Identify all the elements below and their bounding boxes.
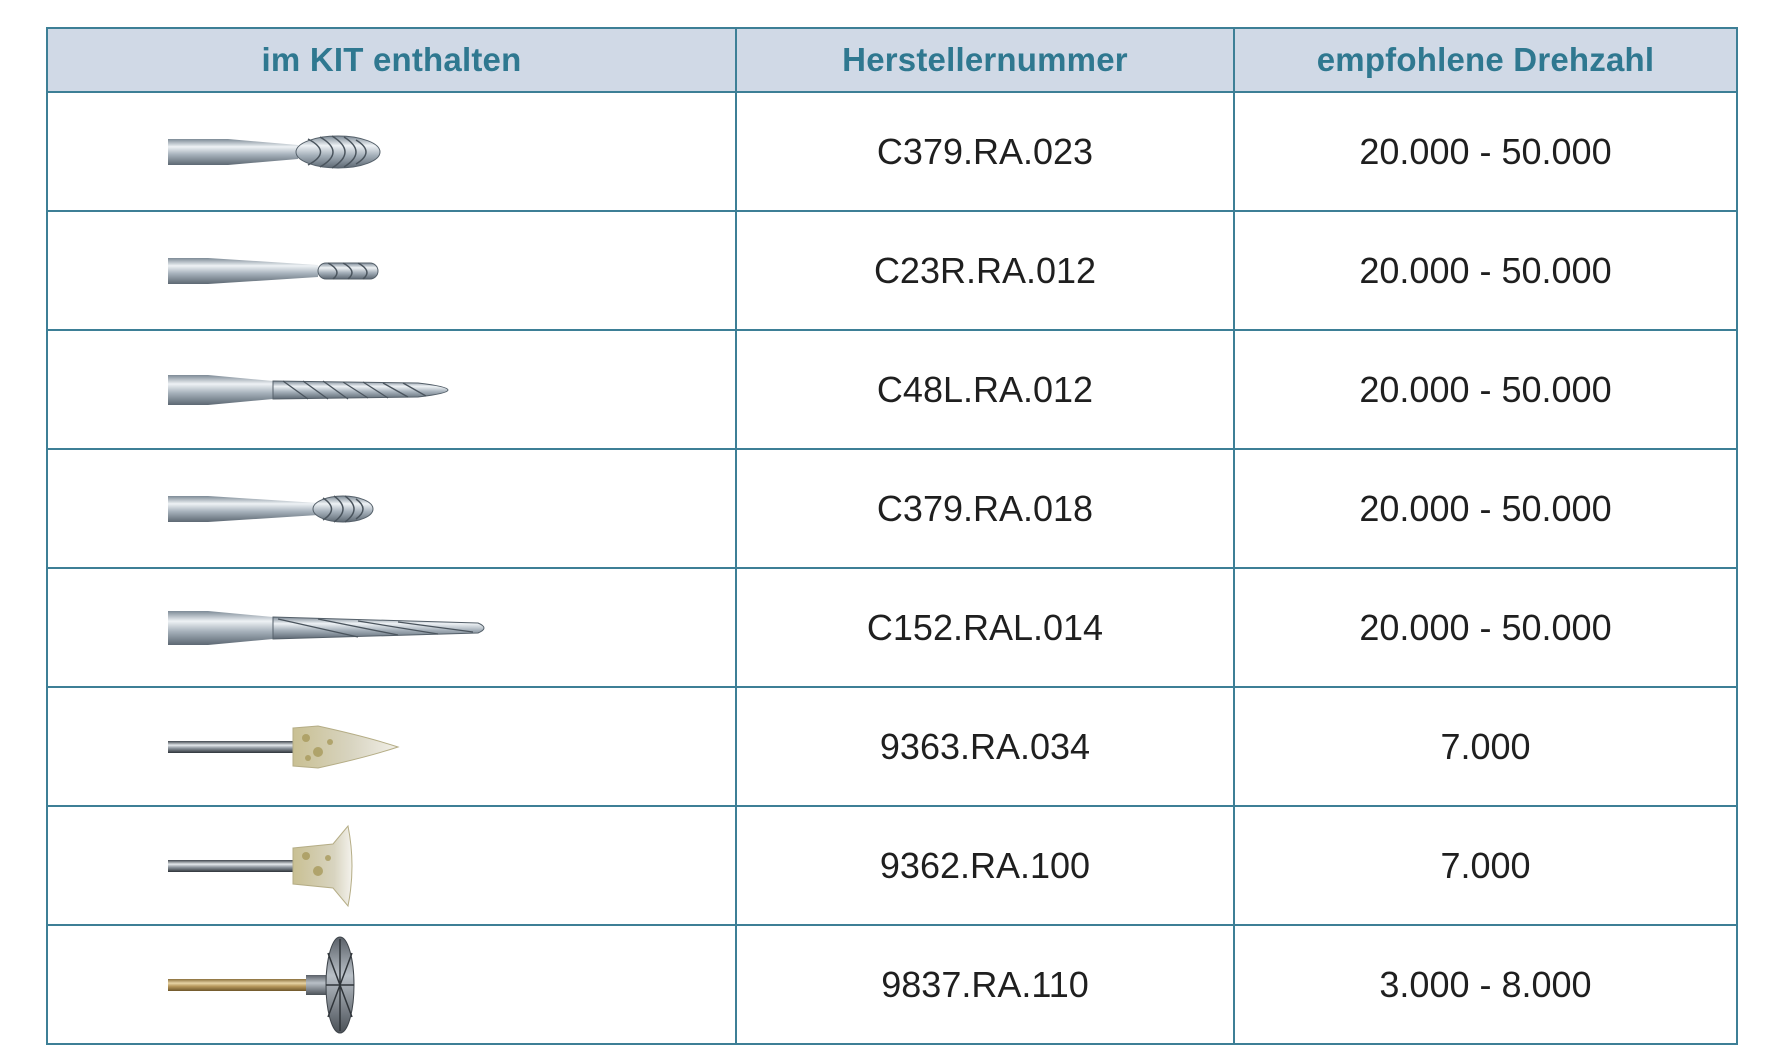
part-number: C48L.RA.012 xyxy=(735,329,1235,450)
table-row: 9362.RA.100 7.000 xyxy=(46,805,1738,926)
table-row: C379.RA.023 20.000 - 50.000 xyxy=(46,91,1738,212)
speed-value: 7.000 xyxy=(1233,805,1738,926)
speed-value: 7.000 xyxy=(1233,686,1738,807)
tool-image-cell xyxy=(46,329,737,450)
table-row: C379.RA.018 20.000 - 50.000 xyxy=(46,448,1738,569)
part-number: C379.RA.018 xyxy=(735,448,1235,569)
long-tapered-carbide-bur-icon xyxy=(168,610,485,645)
cup-polisher-icon xyxy=(168,824,353,907)
small-round-carbide-bur-icon xyxy=(168,257,379,284)
table-row: C48L.RA.012 20.000 - 50.000 xyxy=(46,329,1738,450)
small-oval-carbide-bur-icon xyxy=(168,494,374,523)
part-number: 9362.RA.100 xyxy=(735,805,1235,926)
tool-image-cell xyxy=(46,91,737,212)
long-flame-carbide-bur-icon xyxy=(168,374,449,405)
tool-image-cell xyxy=(46,805,737,926)
speed-value: 3.000 - 8.000 xyxy=(1233,924,1738,1045)
speed-value: 20.000 - 50.000 xyxy=(1233,567,1738,688)
speed-value: 20.000 - 50.000 xyxy=(1233,210,1738,331)
tool-image-cell xyxy=(46,924,737,1045)
tool-image-cell xyxy=(46,686,737,807)
header-part-number: Herstellernummer xyxy=(735,27,1235,93)
part-number: C23R.RA.012 xyxy=(735,210,1235,331)
pointed-polisher-icon xyxy=(168,724,400,769)
tool-image-cell xyxy=(46,210,737,331)
header-included: im KIT enthalten xyxy=(46,27,737,93)
kit-table: im KIT enthalten Herstellernummer empfoh… xyxy=(46,27,1738,1045)
header-speed: empfohlene Drehzahl xyxy=(1233,27,1738,93)
part-number: 9837.RA.110 xyxy=(735,924,1235,1045)
table-row: C152.RAL.014 20.000 - 50.000 xyxy=(46,567,1738,688)
table-row: 9363.RA.034 7.000 xyxy=(46,686,1738,807)
tool-image-cell xyxy=(46,448,737,569)
part-number: C152.RAL.014 xyxy=(735,567,1235,688)
part-number: C379.RA.023 xyxy=(735,91,1235,212)
speed-value: 20.000 - 50.000 xyxy=(1233,329,1738,450)
table-header-row: im KIT enthalten Herstellernummer empfoh… xyxy=(46,27,1738,93)
speed-value: 20.000 - 50.000 xyxy=(1233,448,1738,569)
wheel-polisher-icon xyxy=(168,936,355,1033)
table-row: C23R.RA.012 20.000 - 50.000 xyxy=(46,210,1738,331)
part-number: 9363.RA.034 xyxy=(735,686,1235,807)
table-row: 9837.RA.110 3.000 - 8.000 xyxy=(46,924,1738,1045)
oval-carbide-bur-icon xyxy=(168,134,381,169)
speed-value: 20.000 - 50.000 xyxy=(1233,91,1738,212)
tool-image-cell xyxy=(46,567,737,688)
